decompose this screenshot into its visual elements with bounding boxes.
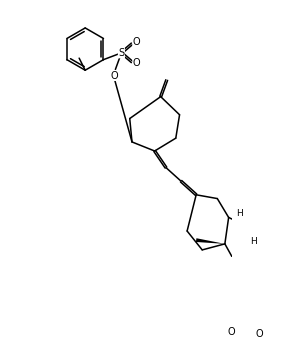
Text: O: O: [133, 37, 140, 47]
Text: H: H: [236, 209, 243, 218]
Text: H: H: [250, 237, 257, 246]
Text: S: S: [118, 48, 124, 58]
Polygon shape: [196, 238, 225, 244]
Text: O: O: [133, 58, 140, 69]
Text: O: O: [110, 71, 118, 80]
Polygon shape: [217, 273, 239, 279]
Text: O: O: [256, 329, 263, 340]
Text: O: O: [228, 327, 235, 337]
